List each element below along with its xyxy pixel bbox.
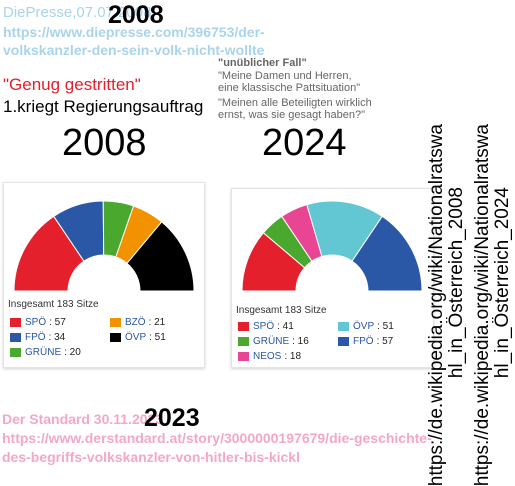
diepresse-url-line2[interactable]: volkskanzler-den-sein-volk-nicht-wollte — [3, 42, 265, 58]
derstandard-url-line2[interactable]: des-begriffs-volkskanzler-von-hitler-bis… — [2, 449, 300, 465]
year-2023-overlay: 2023 — [144, 404, 200, 432]
big-year-2024: 2024 — [262, 122, 347, 164]
swatch — [338, 322, 349, 331]
party-label: ÖVP — [125, 332, 147, 343]
seat-count: : 41 — [277, 321, 294, 332]
party-label: NEOS — [253, 351, 282, 362]
legend-item-ovp-2024: ÖVP: 51 — [338, 321, 394, 332]
swatch — [110, 333, 121, 342]
seats-2024-segment-fpö — [351, 215, 423, 292]
quote-line4: ernst, was sie gesagt haben?" — [218, 109, 365, 121]
swatch — [238, 322, 249, 331]
party-label: SPÖ — [253, 321, 275, 332]
headline-quote: "Genug gestritten" — [3, 75, 141, 94]
quote-title: "unüblicher Fall" — [218, 57, 307, 69]
party-label: ÖVP — [353, 321, 375, 332]
legend-item-grune-2008: GRÜNE: 20 — [10, 347, 81, 358]
legend-item-spo-2024: SPÖ: 41 — [238, 321, 294, 332]
party-label: FPÖ — [353, 336, 374, 347]
wiki-link-2024-line1[interactable]: https://de.wikipedia.org/wiki/Nationalra… — [472, 124, 493, 486]
swatch — [10, 333, 21, 342]
derstandard-url-line1[interactable]: https://www.derstandard.at/story/3000000… — [2, 430, 432, 446]
seat-count: : 21 — [148, 317, 166, 328]
swatch — [238, 337, 249, 346]
seat-count: : 57 — [49, 317, 66, 328]
seat-count: : 16 — [292, 336, 309, 347]
party-label: GRÜNE — [253, 336, 290, 347]
total-seats-2008: Insgesamt 183 Sitze — [8, 299, 99, 310]
seat-count: : 18 — [284, 351, 302, 362]
party-label: BZÖ — [125, 317, 146, 328]
swatch — [10, 348, 21, 357]
swatch — [10, 318, 21, 327]
swatch — [338, 337, 349, 346]
swatch — [238, 352, 249, 361]
wiki-link-2024-line2[interactable]: hl_in_Österreich_2024 — [492, 187, 513, 379]
party-label: FPÖ — [25, 332, 46, 343]
legend-item-spo-2008: SPÖ: 57 — [10, 317, 66, 328]
legend-item-grune-2024: GRÜNE: 16 — [238, 336, 309, 347]
parliament-chart-2024: Insgesamt 183 Sitze SPÖ: 41 GRÜNE: 16 NE… — [231, 188, 434, 368]
quote-line2: eine klassische Pattsituation" — [218, 82, 361, 94]
parliament-chart-2008: Insgesamt 183 Sitze SPÖ: 57 FPÖ: 34 GRÜN… — [3, 182, 205, 368]
swatch — [110, 318, 121, 327]
big-year-2008: 2008 — [62, 122, 147, 164]
seat-count: : 34 — [48, 332, 66, 343]
year-2008-overlay: 2008 — [108, 1, 164, 29]
wiki-link-2008-line2[interactable]: hl_in_Österreich_2008 — [446, 187, 467, 379]
diepresse-source-line: DiePresse,07.07.2008 — [3, 4, 152, 21]
quote-line3: "Meinen alle Beteiligten wirklich — [218, 97, 372, 109]
legend-item-bzo-2008: BZÖ: 21 — [110, 317, 165, 328]
legend-item-fpo-2024: FPÖ: 57 — [338, 336, 393, 347]
party-label: SPÖ — [25, 317, 47, 328]
legend-item-neos-2024: NEOS: 18 — [238, 351, 301, 362]
seat-count: : 57 — [376, 336, 394, 347]
total-seats-2024: Insgesamt 183 Sitze — [236, 305, 327, 316]
hemicycle-2024 — [241, 200, 423, 292]
headline-subtitle: 1.kriegt Regierungsauftrag — [3, 97, 204, 116]
party-label: GRÜNE — [25, 347, 62, 358]
legend-item-fpo-2008: FPÖ: 34 — [10, 332, 65, 343]
quote-line1: "Meine Damen und Herren, — [218, 70, 352, 82]
derstandard-source-line: Der Standard 30.11.2023 — [2, 411, 164, 427]
seat-count: : 51 — [149, 332, 166, 343]
hemicycle-2008 — [13, 200, 195, 292]
seat-count: : 20 — [64, 347, 81, 358]
seat-count: : 51 — [377, 321, 394, 332]
seats-2008-segment-övp — [126, 221, 195, 292]
diepresse-url-line1[interactable]: https://www.diepresse.com/396753/der- — [3, 24, 265, 40]
legend-item-ovp-2008: ÖVP: 51 — [110, 332, 166, 343]
